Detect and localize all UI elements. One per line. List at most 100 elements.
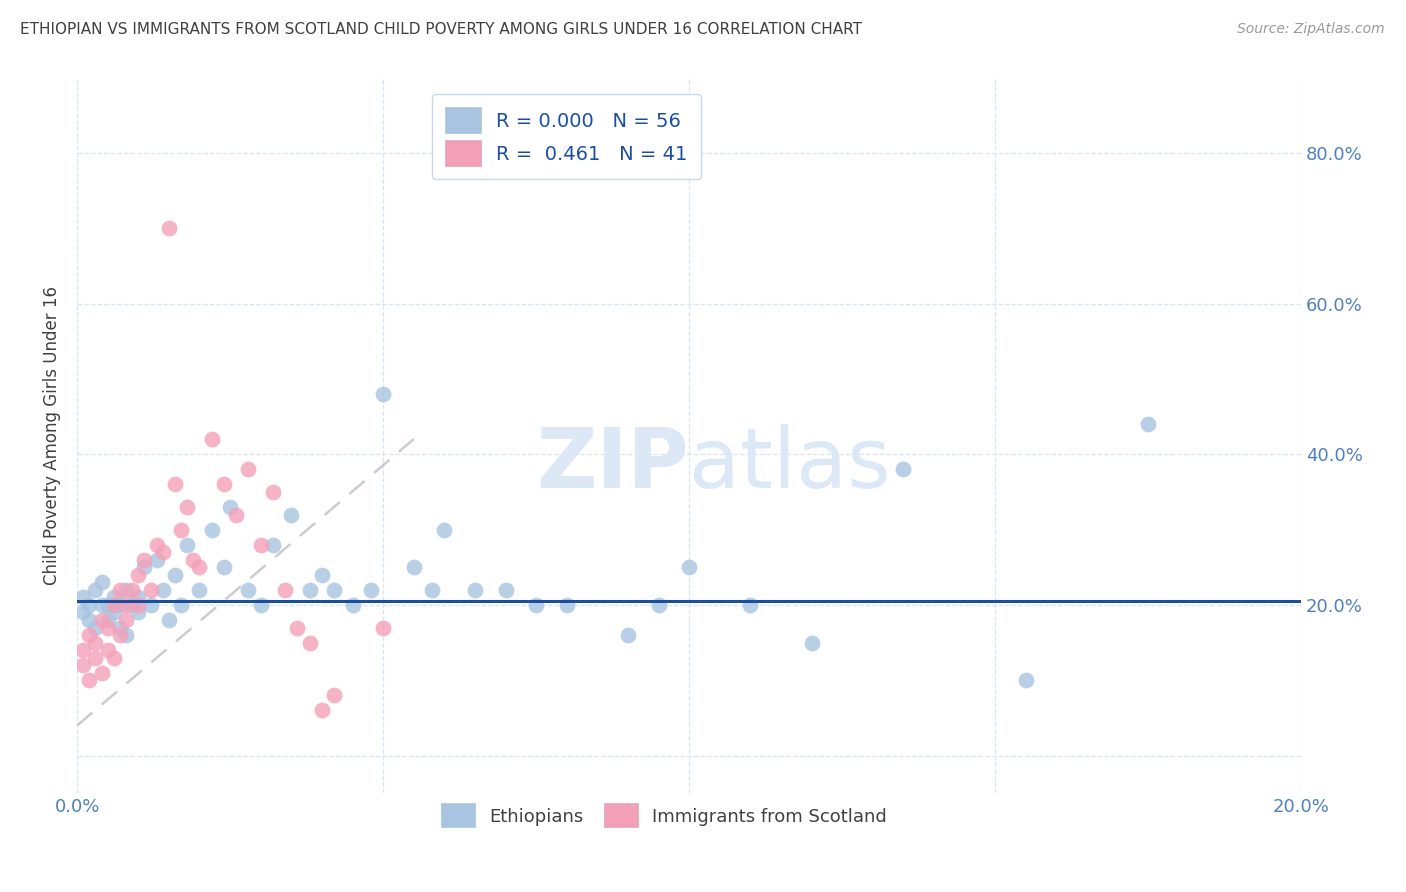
Point	[287, 621, 309, 635]
Point	[170, 523, 193, 537]
Point	[108, 628, 131, 642]
Point	[90, 598, 112, 612]
Point	[249, 538, 271, 552]
Point	[212, 560, 235, 574]
Point	[115, 582, 138, 597]
Point	[274, 582, 297, 597]
Point	[183, 553, 205, 567]
Point	[420, 582, 443, 597]
Point	[108, 598, 131, 612]
Point	[97, 621, 120, 635]
Point	[298, 635, 321, 649]
Point	[97, 613, 120, 627]
Point	[103, 650, 125, 665]
Point	[1137, 417, 1160, 431]
Point	[201, 523, 224, 537]
Point	[72, 591, 94, 605]
Point	[163, 567, 186, 582]
Point	[188, 560, 211, 574]
Text: atlas: atlas	[689, 424, 891, 505]
Point	[84, 582, 107, 597]
Point	[127, 591, 149, 605]
Point	[555, 598, 578, 612]
Point	[115, 628, 138, 642]
Legend: Ethiopians, Immigrants from Scotland: Ethiopians, Immigrants from Scotland	[434, 797, 894, 834]
Point	[145, 538, 167, 552]
Y-axis label: Child Poverty Among Girls Under 16: Child Poverty Among Girls Under 16	[44, 286, 60, 585]
Point	[84, 621, 107, 635]
Point	[176, 500, 198, 514]
Point	[108, 621, 131, 635]
Point	[219, 500, 242, 514]
Point	[800, 635, 823, 649]
Point	[298, 582, 321, 597]
Point	[90, 613, 112, 627]
Point	[127, 567, 149, 582]
Point	[79, 598, 101, 612]
Point	[79, 673, 101, 688]
Point	[90, 665, 112, 680]
Point	[84, 650, 107, 665]
Point	[103, 598, 125, 612]
Point	[617, 628, 640, 642]
Point	[891, 462, 914, 476]
Point	[79, 628, 101, 642]
Point	[371, 621, 394, 635]
Point	[157, 613, 180, 627]
Point	[311, 703, 333, 717]
Point	[262, 538, 284, 552]
Point	[72, 658, 94, 673]
Point	[127, 598, 149, 612]
Point	[464, 582, 486, 597]
Text: ZIP: ZIP	[537, 424, 689, 505]
Point	[176, 538, 198, 552]
Point	[127, 606, 149, 620]
Point	[201, 432, 224, 446]
Point	[90, 575, 112, 590]
Point	[84, 635, 107, 649]
Point	[103, 606, 125, 620]
Point	[238, 462, 260, 476]
Point	[262, 484, 284, 499]
Point	[97, 598, 120, 612]
Point	[72, 643, 94, 657]
Point	[139, 582, 162, 597]
Point	[145, 553, 167, 567]
Point	[134, 553, 156, 567]
Point	[152, 545, 174, 559]
Point	[323, 582, 346, 597]
Point	[647, 598, 669, 612]
Point	[360, 582, 382, 597]
Point	[280, 508, 302, 522]
Text: ETHIOPIAN VS IMMIGRANTS FROM SCOTLAND CHILD POVERTY AMONG GIRLS UNDER 16 CORRELA: ETHIOPIAN VS IMMIGRANTS FROM SCOTLAND CH…	[20, 22, 862, 37]
Point	[311, 567, 333, 582]
Point	[121, 598, 143, 612]
Point	[524, 598, 547, 612]
Point	[1015, 673, 1038, 688]
Point	[170, 598, 193, 612]
Point	[115, 598, 138, 612]
Point	[433, 523, 456, 537]
Point	[72, 606, 94, 620]
Point	[134, 560, 156, 574]
Point	[740, 598, 762, 612]
Text: Source: ZipAtlas.com: Source: ZipAtlas.com	[1237, 22, 1385, 37]
Point	[495, 582, 517, 597]
Point	[188, 582, 211, 597]
Point	[163, 477, 186, 491]
Point	[323, 689, 346, 703]
Point	[402, 560, 425, 574]
Point	[225, 508, 247, 522]
Point	[249, 598, 271, 612]
Point	[212, 477, 235, 491]
Point	[103, 591, 125, 605]
Point	[115, 613, 138, 627]
Point	[371, 387, 394, 401]
Point	[678, 560, 700, 574]
Point	[79, 613, 101, 627]
Point	[157, 221, 180, 235]
Point	[108, 582, 131, 597]
Point	[342, 598, 364, 612]
Point	[152, 582, 174, 597]
Point	[121, 582, 143, 597]
